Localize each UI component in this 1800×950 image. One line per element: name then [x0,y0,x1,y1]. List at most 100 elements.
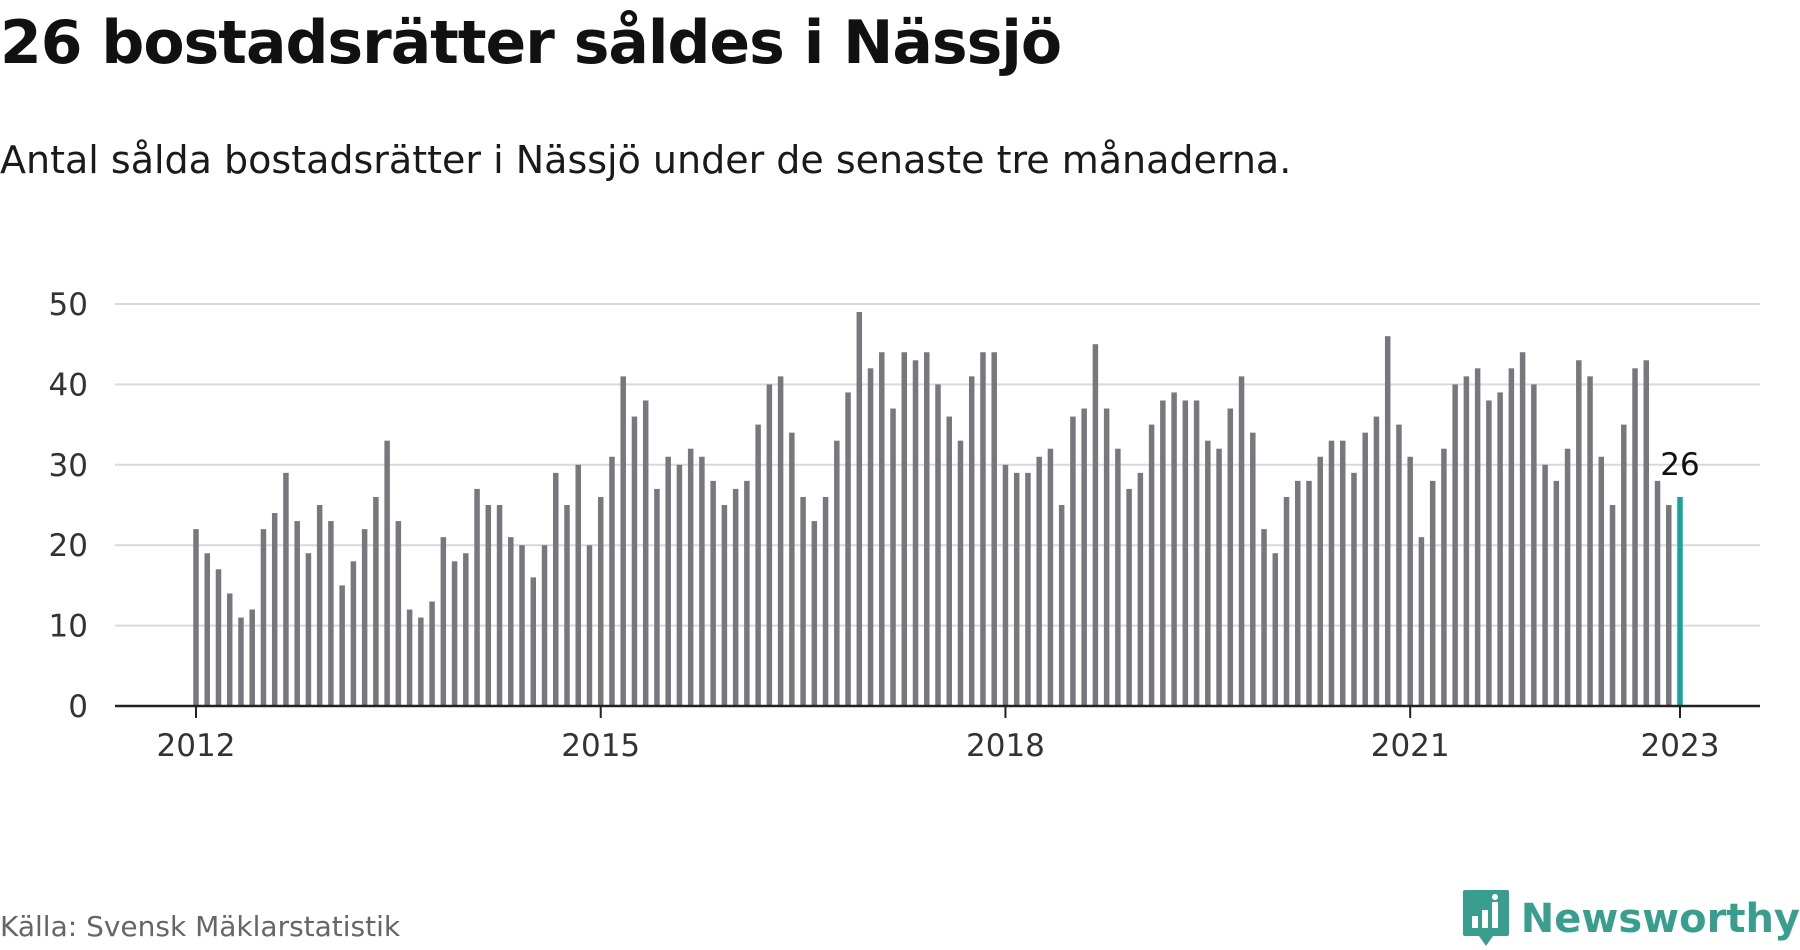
bar [676,464,683,706]
bar [1070,416,1076,706]
bar [530,577,537,706]
bar [463,553,469,706]
bar [553,472,559,706]
bar [946,416,952,706]
bars [193,312,1683,706]
bar [822,496,829,706]
bar [1002,464,1009,706]
bar [1216,448,1222,706]
bar [406,609,413,706]
bar [1452,384,1458,706]
bar [1058,505,1065,706]
bar [485,505,492,706]
bar [1171,392,1177,706]
bar [361,529,368,706]
bar [980,352,986,706]
bar [1025,472,1031,706]
brand-logo: Newsworthy [1461,888,1800,950]
bar [1148,424,1155,706]
bar [1238,376,1245,706]
bar [1081,408,1087,706]
bar [1441,448,1447,706]
bar [890,408,896,706]
bar [957,440,964,706]
bar [1643,360,1650,706]
bar [1193,400,1200,706]
bar [1429,480,1436,706]
bar [1373,416,1380,706]
bar [1306,480,1312,706]
bar [294,521,300,706]
bar [328,521,334,706]
bar [1047,448,1054,706]
bar [1317,456,1323,706]
bar [541,545,548,706]
bar [620,376,626,706]
bar [496,505,503,706]
bar [418,617,424,706]
bar [732,488,739,706]
bar [1587,376,1593,706]
bar [912,360,919,706]
bar [699,456,705,706]
bar [1013,472,1020,706]
bar [1261,529,1267,706]
y-axis-ticks: 0 10 20 30 40 50 [49,287,88,725]
x-tick-label: 2021 [1371,728,1450,764]
bar [867,368,874,706]
bar [789,432,795,706]
bar [283,472,289,706]
bar [519,545,525,706]
bar [710,480,716,706]
bar [901,352,908,706]
bar [305,553,312,706]
bar [1474,368,1481,706]
last-value-label: 26 [1660,447,1699,483]
bar-highlight [1677,496,1683,706]
bar [1283,496,1290,706]
y-tick-label: 30 [49,448,88,484]
bar [856,312,863,706]
bar [1205,440,1211,706]
bar [1384,336,1391,706]
bar [1463,376,1470,706]
y-tick-label: 40 [49,367,88,403]
chart-title: 26 bostadsrätter såldes i Nässjö [0,8,1062,78]
x-tick-label: 2015 [561,728,640,764]
bar [260,529,267,706]
bar [687,448,694,706]
bar [339,585,345,706]
bar [384,440,390,706]
bar [373,496,379,706]
bar [508,537,514,706]
bar [1115,448,1121,706]
bar [1632,368,1638,706]
x-tick-label: 2023 [1641,728,1720,764]
bar [597,496,604,706]
brand-name: Newsworthy [1520,896,1800,942]
bar [1621,424,1627,706]
bar [1564,448,1571,706]
bar [1497,392,1503,706]
bar [1666,505,1672,706]
bar [1036,456,1042,706]
bar [991,352,997,706]
bar [777,376,784,706]
bar [1250,432,1256,706]
bar [1486,400,1492,706]
bar [834,440,840,706]
bar [1598,456,1605,706]
bar [631,416,638,706]
bar [1272,553,1279,706]
bar [642,400,649,706]
bar [879,352,885,706]
bar [1160,400,1166,706]
bar [845,392,851,706]
y-tick-label: 10 [49,609,88,645]
y-tick-label: 0 [68,689,88,725]
bar [226,593,233,706]
bar [968,376,975,706]
bar [1542,464,1548,706]
bar [249,609,255,706]
bar [1654,480,1661,706]
